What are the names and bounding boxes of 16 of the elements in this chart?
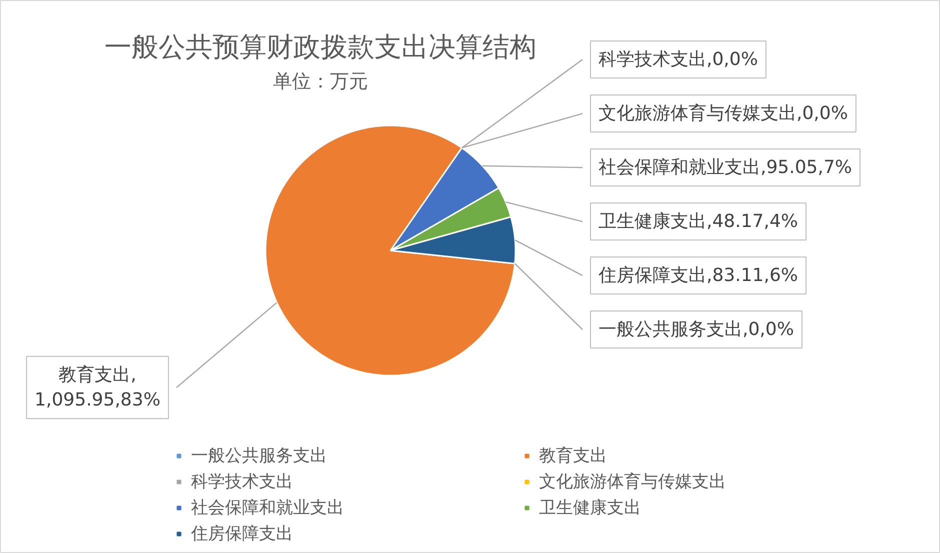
text: 文化旅游体育与传媒支出,0,0%: [598, 103, 848, 124]
data-label: 社会保障和就业支出,95.05,7%: [598, 157, 852, 178]
legend-label: 卫生健康支出: [539, 497, 642, 519]
chart-subtitle: 单位：万元: [273, 70, 368, 92]
legend-label: 科学技术支出: [191, 471, 294, 493]
legend-label: 一般公共服务支出: [191, 445, 328, 467]
data-label: 卫生健康支出,48.17,4%: [598, 211, 798, 232]
chart-title: 一般公共预算财政拨款支出决算结构: [104, 32, 536, 63]
legend-label: 社会保障和就业支出: [191, 497, 345, 519]
data-label: 教育支出,1,095.95,83%: [34, 364, 160, 411]
legend-label: 教育支出: [539, 445, 608, 467]
text: 科学技术支出,0,0%: [598, 49, 758, 70]
legend-label: 住房保障支出: [191, 523, 294, 545]
data-label: 住房保障支出,83.11,6%: [598, 265, 798, 286]
text: 一般公共服务支出,0,0%: [598, 319, 794, 340]
legend-label: 文化旅游体育与传媒支出: [539, 471, 727, 493]
